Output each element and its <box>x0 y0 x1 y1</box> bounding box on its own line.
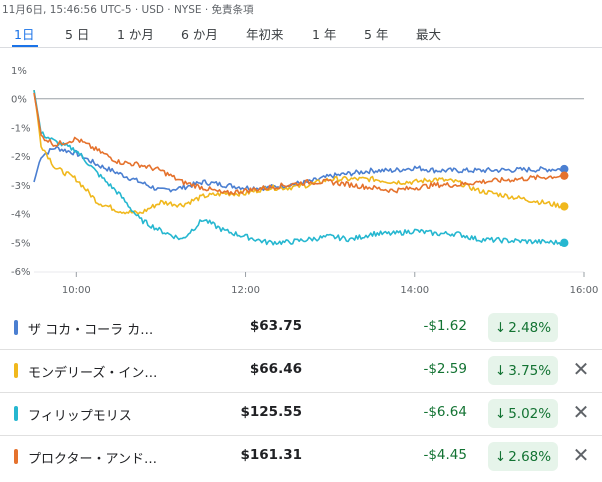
price-change: -$2.59 <box>423 361 467 377</box>
stock-price: $125.55 <box>240 404 303 420</box>
y-tick-label: -5% <box>11 238 30 249</box>
price-change: -$1.62 <box>423 318 467 334</box>
percent-change-badge: ↓ 2.48% <box>488 313 558 342</box>
chart-meta-info: 11月6日, 15:46:56 UTC-5 · USD · NYSE · 免責条… <box>2 4 254 16</box>
x-tick-label: 14:00 <box>400 285 429 296</box>
down-arrow-icon: ↓ <box>494 362 507 379</box>
percent-change-value: 5.02% <box>508 405 552 422</box>
comparison-row[interactable]: プロクター・アンド… $161.31 -$4.45 ↓ 2.68% ✕ <box>0 435 602 478</box>
comparison-row[interactable]: フィリップモリス $125.55 -$6.64 ↓ 5.02% ✕ <box>0 392 602 435</box>
comparison-row[interactable]: ザ コカ・コーラ カ… $63.75 -$1.62 ↓ 2.48% <box>0 306 602 349</box>
y-tick-label: -2% <box>11 152 30 163</box>
series-color-swatch <box>14 449 18 464</box>
y-tick-label: -6% <box>11 267 30 278</box>
tab-1y[interactable]: 1 年 <box>312 27 337 42</box>
remove-comparison-close-icon[interactable]: ✕ <box>572 443 590 467</box>
stock-name: モンデリーズ・イン… <box>28 366 158 381</box>
range-tabs: 1日 5 日 1 か月 6 か月 年初来 1 年 5 年 最大 <box>0 24 602 47</box>
remove-comparison-close-icon[interactable]: ✕ <box>572 400 590 424</box>
tab-max[interactable]: 最大 <box>416 27 442 42</box>
series-color-swatch <box>14 320 18 335</box>
series-line <box>33 145 565 193</box>
tab-5d[interactable]: 5 日 <box>65 27 90 42</box>
series-line <box>33 89 565 247</box>
y-tick-label: 1% <box>11 66 27 77</box>
y-tick-label: 0% <box>11 95 27 106</box>
tab-1d[interactable]: 1日 <box>14 27 35 42</box>
x-tick-label: 16:00 <box>570 285 599 296</box>
down-arrow-icon: ↓ <box>494 405 507 422</box>
row-divider <box>0 392 602 393</box>
stock-name: ザ コカ・コーラ カ… <box>28 323 154 338</box>
comparison-row[interactable]: モンデリーズ・イン… $66.46 -$2.59 ↓ 3.75% ✕ <box>0 349 602 392</box>
down-arrow-icon: ↓ <box>494 448 507 465</box>
tab-6m[interactable]: 6 か月 <box>181 27 218 42</box>
series-end-dot <box>560 238 569 248</box>
percent-change-value: 3.75% <box>508 362 552 379</box>
row-divider <box>0 435 602 436</box>
series-end-dot <box>560 164 569 174</box>
stock-price: $66.46 <box>249 361 302 377</box>
active-tab-indicator <box>12 45 38 47</box>
price-chart: 1% 0% -1% -2% -3% -4% -5% -6% 10:00 12:00 14:00 16:… <box>11 66 599 296</box>
stock-name: フィリップモリス <box>28 409 132 424</box>
x-tick-label: 12:00 <box>231 285 260 296</box>
price-change: -$6.64 <box>423 404 467 420</box>
percent-change-badge: ↓ 3.75% <box>488 356 558 385</box>
remove-comparison-close-icon[interactable]: ✕ <box>572 357 590 381</box>
series-line <box>33 92 565 196</box>
x-tick-label: 10:00 <box>62 285 91 296</box>
series-end-dot <box>560 202 569 211</box>
percent-change-badge: ↓ 2.68% <box>488 442 558 471</box>
stock-price: $63.75 <box>249 318 302 334</box>
series-color-swatch <box>14 363 18 378</box>
stock-price: $161.31 <box>240 447 303 463</box>
percent-change-value: 2.48% <box>508 319 552 336</box>
tabs-divider <box>0 47 602 48</box>
percent-change-badge: ↓ 5.02% <box>488 399 558 428</box>
price-change: -$4.45 <box>423 447 467 463</box>
tab-5y[interactable]: 5 年 <box>364 27 389 42</box>
y-tick-label: -1% <box>11 123 30 134</box>
row-divider <box>0 349 602 350</box>
series-line <box>33 89 565 215</box>
series-color-swatch <box>14 406 18 421</box>
stock-name: プロクター・アンド… <box>28 452 157 467</box>
y-tick-label: -3% <box>11 181 30 192</box>
series-end-dot <box>560 171 569 180</box>
down-arrow-icon: ↓ <box>494 319 507 336</box>
tab-ytd[interactable]: 年初来 <box>246 27 284 42</box>
y-tick-label: -4% <box>11 210 30 221</box>
percent-change-value: 2.68% <box>508 448 552 465</box>
tab-1m[interactable]: 1 か月 <box>117 27 154 42</box>
